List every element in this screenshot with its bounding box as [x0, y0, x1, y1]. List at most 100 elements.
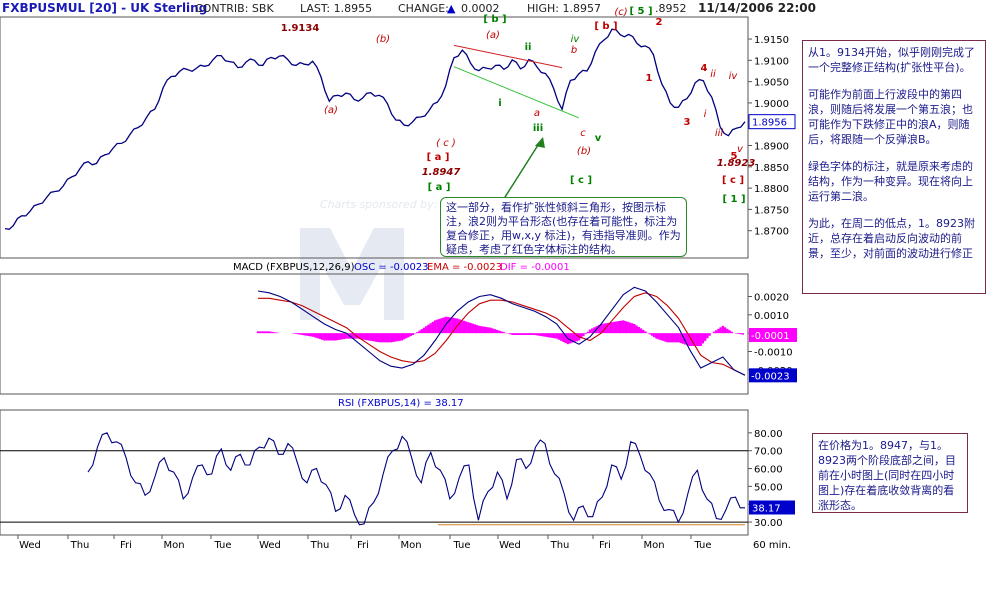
callout-text: 这一部分，看作扩张性倾斜三角形，按图示标注，浪2则为平台形态(也存在着可能性，标…: [446, 201, 681, 256]
wave-label: 3: [684, 117, 691, 128]
sponsor-watermark: Charts sponsored by:: [300, 198, 437, 320]
callout-arrow: [499, 137, 545, 206]
wave-label: (b): [376, 34, 390, 45]
wave-label: [ b ]: [594, 21, 617, 32]
x-tick-label: Tue: [213, 540, 231, 551]
y-tick-label: 1.8750: [754, 205, 789, 216]
y-tick-label: 1.8900: [754, 142, 789, 153]
wave-label: iii: [715, 128, 724, 139]
macd-last-box: [749, 368, 797, 383]
wave-label: (b): [577, 146, 591, 157]
y-tick-label: 1.9150: [754, 35, 789, 46]
wave-label: b: [571, 45, 577, 56]
price-plot: 1.91501.91001.90501.90001.89501.89001.88…: [4, 28, 796, 238]
wave-label: v: [595, 133, 602, 144]
wave-label: ii: [525, 42, 532, 53]
dif-last-label: -0.0001: [751, 331, 790, 342]
wave-label: iii: [533, 123, 543, 134]
note-paragraph-4: 为此，在周二的低点，1。8923附近，总存在着启动反向波动的前景，至少，对前面的…: [808, 217, 975, 260]
note-paragraph-3: 绿色字体的标注，就是原来考虑的结构，作为一种变异。现在将向上运行第二浪。: [808, 160, 973, 203]
wave-label: 1.8947: [422, 167, 461, 178]
wave-label: [ a ]: [427, 152, 450, 163]
wave-label: 4: [701, 63, 708, 74]
wave-label: a: [534, 108, 540, 119]
symbol-title: FXBPUSMUL [20] - UK Sterling: [2, 1, 208, 15]
wave-label: ( c ): [436, 138, 456, 149]
y-tick-label: 1.9000: [754, 99, 789, 110]
y-tick-label: 1.8850: [754, 163, 789, 174]
wave-label: 5: [731, 151, 738, 162]
x-tick-label: Wed: [499, 540, 521, 551]
x-tick-label: Tue: [452, 540, 470, 551]
x-tick-label: Mon: [163, 540, 184, 551]
rsi-title: RSI (FXBPUS,14) = 38.17: [338, 398, 464, 409]
x-unit-label: 60 min.: [753, 540, 791, 551]
note-paragraph-1: 从1。9134开始，似乎刚刚完成了一个完整修正结构(扩张性平台)。: [808, 46, 975, 74]
analysis-note-main: 从1。9134开始，似乎刚刚完成了一个完整修正结构(扩张性平台)。 可能作为前面…: [802, 40, 986, 294]
dif-last-box: [749, 328, 797, 342]
x-tick-label: Thu: [550, 540, 570, 551]
wave-label: 1.8923: [717, 158, 756, 169]
change-label: CHANGE:: [398, 2, 449, 15]
price-pane-frame: [0, 16, 749, 259]
y-tick-label: 1.9050: [754, 78, 789, 89]
upper-trend-line: [453, 44, 563, 69]
price-last-box: [748, 114, 796, 130]
sponsor-text: Charts sponsored by:: [320, 198, 437, 211]
wave-label: (a): [324, 105, 338, 116]
wave-annotations: 1.9134 (b) (a) ( c ) [ a ] 1.8947 [ a ] [ b ] (a…: [281, 6, 756, 205]
wave-label: v: [737, 144, 744, 155]
change-value: 0.0002: [461, 2, 500, 15]
x-tick-label: Wed: [19, 540, 41, 551]
y-tick-label: 1.9100: [754, 56, 789, 67]
y-tick-label: 50.00: [754, 482, 783, 493]
y-tick-label: 1.8800: [754, 184, 789, 195]
x-tick-label: Thu: [70, 540, 90, 551]
rsi-last-label: 38.17: [752, 503, 781, 514]
macd-ema-label: EMA = -0.0023: [427, 262, 502, 273]
wave-label: ii: [710, 69, 716, 80]
lower-trend-line: [453, 66, 579, 119]
callout-note: 这一部分，看作扩张性倾斜三角形，按图示标注，浪2则为平台形态(也存在着可能性，标…: [440, 197, 687, 257]
x-tick-label: Mon: [400, 540, 421, 551]
wave-label: [ 1 ]: [722, 194, 745, 205]
wave-label: iv: [729, 71, 739, 82]
wave-label: [ 5 ]: [629, 6, 652, 17]
wave-label: [ a ]: [428, 182, 451, 193]
y-tick-label: 0.0010: [754, 311, 789, 322]
y-tick-label: -0.0010: [754, 348, 793, 359]
wave-label: c: [580, 128, 586, 139]
y-tick-label: 70.00: [754, 447, 783, 458]
x-tick-label: Fri: [120, 540, 132, 551]
wave-label: (a): [486, 30, 500, 41]
rsi-last-box: [749, 500, 795, 515]
contrib-label: CONTRIB: SBK: [195, 2, 274, 15]
x-tick-label: Wed: [259, 540, 281, 551]
rsi-pane-frame: [0, 409, 749, 536]
wave-label: iv: [571, 34, 581, 45]
high-label: HIGH: 1.8957: [527, 2, 602, 15]
wave-label: [ c ]: [722, 175, 744, 186]
x-tick-label: Thu: [310, 540, 330, 551]
analysis-note-divergence: 在价格为1。8947，与1。8923两个阶段底部之间，目前在小时图上(同时在四小…: [812, 433, 968, 513]
last-label: LAST: 1.8955: [300, 2, 373, 15]
y-tick-label: 30.00: [754, 518, 783, 529]
wave-label: [ c ]: [570, 175, 592, 186]
macd-series-line: [257, 286, 746, 376]
wave-label: 1: [646, 73, 653, 84]
x-tick-label: Fri: [599, 540, 611, 551]
macd-osc-label: OSC = -0.0023: [354, 262, 429, 273]
y-tick-label: 1.8700: [754, 227, 789, 238]
wave-label: (c): [614, 7, 627, 18]
wave-label: i: [498, 98, 501, 109]
macd-last-label: -0.0023: [751, 371, 790, 382]
x-axis: Wed Thu Fri Mon Tue Wed Thu Fri Mon Tue Wed Thu Fri M…: [17, 535, 791, 551]
wave-label: 1.9134: [281, 23, 320, 34]
x-tick-label: Mon: [643, 540, 664, 551]
wave-label: i: [704, 109, 707, 120]
price-last-label: 1.8956: [752, 118, 787, 129]
note-paragraph-2: 可能作为前面上行波段中的第四浪，则随后将发展一个第五浪；也可能作为下跌修正中的浪…: [808, 88, 973, 146]
wave-label: 2: [656, 17, 663, 28]
y-tick-label: 60.00: [754, 465, 783, 476]
